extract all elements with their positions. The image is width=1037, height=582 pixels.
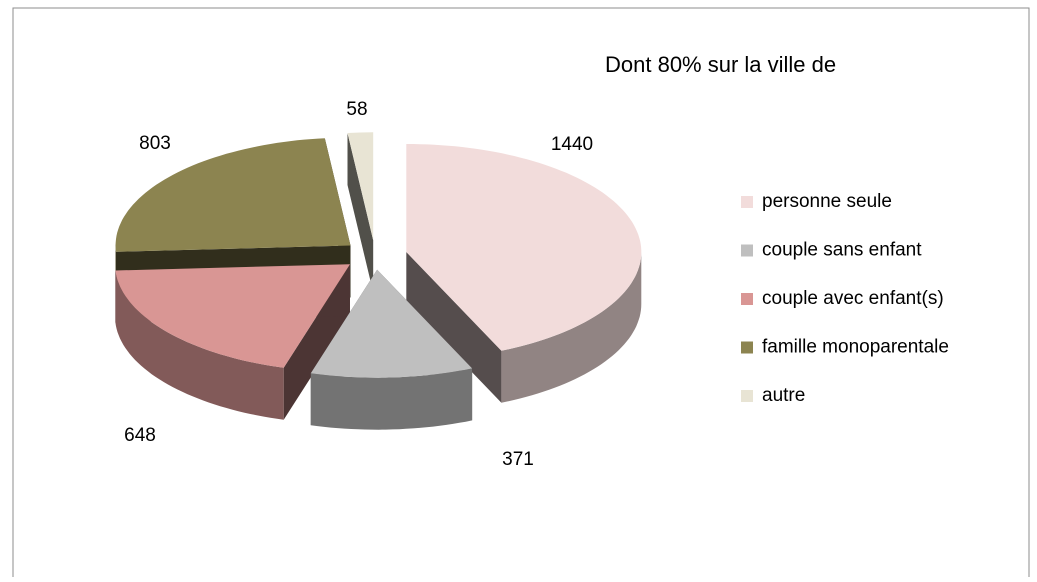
pie: 58 803 1440 648 371 <box>115 99 642 470</box>
slice <box>347 132 374 293</box>
legend-swatch <box>741 293 753 305</box>
legend-label: autre <box>762 385 805 406</box>
slice <box>406 144 642 403</box>
slice-side <box>501 252 642 403</box>
legend-swatch <box>741 341 753 354</box>
legend-label: couple sans enfant <box>762 240 922 261</box>
legend-label: famille monoparentale <box>762 337 949 358</box>
chart-title: Dont 80% sur la ville de <box>605 52 836 77</box>
slice-cut-face <box>406 252 502 403</box>
data-label: 648 <box>124 425 156 446</box>
slice-side <box>115 270 284 420</box>
legend: personne seule couple sans enfant couple a… <box>741 191 949 406</box>
slice-cut-face <box>347 133 374 293</box>
legend-swatch <box>741 196 753 208</box>
slice <box>310 269 473 430</box>
slice-side <box>310 368 473 430</box>
data-label: 371 <box>502 449 534 470</box>
slice-top <box>310 269 473 378</box>
data-label: 1440 <box>551 134 593 155</box>
slice-top <box>347 132 374 241</box>
legend-label: couple avec enfant(s) <box>762 288 944 309</box>
slice-top <box>115 138 351 252</box>
legend-label: personne seule <box>762 191 892 212</box>
legend-swatch <box>741 244 753 257</box>
data-label: 58 <box>346 99 367 120</box>
slice <box>115 264 351 420</box>
slice-top <box>406 144 642 351</box>
legend-swatch <box>741 390 753 402</box>
slice-top <box>115 264 351 368</box>
data-label: 803 <box>139 133 171 154</box>
